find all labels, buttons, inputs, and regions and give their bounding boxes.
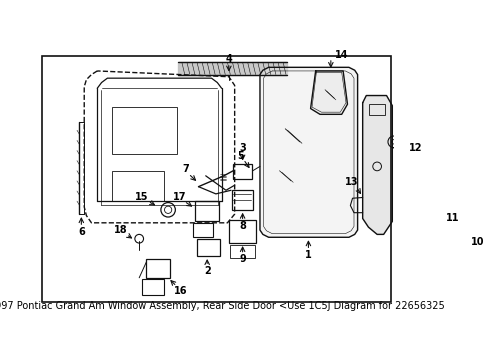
Polygon shape: [260, 67, 358, 237]
Text: 14: 14: [335, 50, 348, 60]
Text: 1997 Pontiac Grand Am Window Assembly, Rear Side Door <Use 1C5J Diagram for 2265: 1997 Pontiac Grand Am Window Assembly, R…: [0, 301, 444, 311]
Text: 2: 2: [204, 266, 211, 275]
Text: 4: 4: [225, 54, 232, 64]
Text: 18: 18: [114, 225, 127, 235]
Text: 15: 15: [135, 192, 149, 202]
Bar: [195, 201, 220, 221]
Text: 7: 7: [182, 164, 189, 174]
Text: 11: 11: [446, 213, 460, 224]
Text: 16: 16: [174, 286, 188, 296]
Text: 13: 13: [345, 177, 359, 187]
Bar: [230, 244, 255, 257]
Bar: [112, 171, 164, 201]
Bar: [197, 239, 220, 256]
Bar: [147, 259, 170, 278]
Bar: [229, 220, 256, 243]
Polygon shape: [363, 95, 392, 234]
Bar: [452, 259, 490, 294]
Polygon shape: [178, 62, 287, 75]
Bar: [233, 163, 252, 179]
Text: 5: 5: [237, 151, 244, 161]
Text: 9: 9: [239, 254, 246, 264]
Text: 1: 1: [305, 250, 312, 260]
Bar: [112, 107, 177, 154]
Bar: [193, 223, 213, 237]
Text: 17: 17: [173, 192, 186, 202]
Text: 12: 12: [409, 143, 422, 153]
Text: 3: 3: [239, 143, 246, 153]
Bar: [369, 104, 385, 115]
Bar: [142, 279, 164, 295]
Polygon shape: [311, 71, 347, 114]
Text: 10: 10: [471, 237, 485, 247]
Bar: [232, 190, 253, 210]
Text: 8: 8: [239, 221, 246, 231]
Text: 6: 6: [78, 227, 85, 237]
